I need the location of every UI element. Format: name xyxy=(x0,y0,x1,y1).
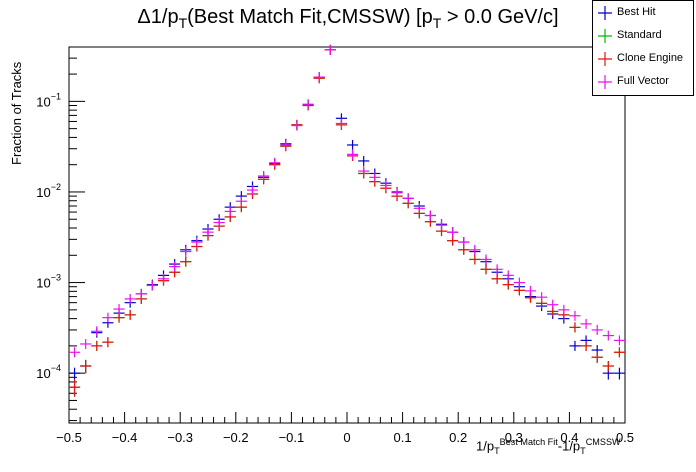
x-tick-label: 0.4 xyxy=(560,430,578,445)
legend-marker xyxy=(598,29,612,43)
x-tick-label: 0.2 xyxy=(449,430,467,445)
series-clone-engine xyxy=(69,44,625,397)
chart-title: Δ1/pT(Best Match Fit,CMSSW) [pT > 0.0 Ge… xyxy=(137,6,559,31)
series-best-hit xyxy=(69,44,625,380)
x-tick-label: 0.5 xyxy=(616,430,634,445)
x-tick-label: 0.3 xyxy=(505,430,523,445)
x-axis-label: 1/pTBest Match Fit-1/pTCMSSW xyxy=(476,437,621,456)
legend-label: Clone Engine xyxy=(617,52,684,64)
legend-label: Best Hit xyxy=(617,6,656,18)
y-tick-label: 10−4 xyxy=(36,363,61,381)
legend-marker xyxy=(598,52,612,66)
legend-item-clone-engine: Clone Engine xyxy=(593,48,693,70)
series-full-vector xyxy=(69,44,625,358)
x-tick-label: −0.2 xyxy=(223,430,249,445)
legend-label: Full Vector xyxy=(617,75,669,87)
data-marks xyxy=(69,44,625,397)
plot-frame xyxy=(68,46,626,424)
x-tick-label: 0.1 xyxy=(394,430,412,445)
y-axis-label: Fraction of Tracks xyxy=(9,61,24,165)
y-tick-label: 10−2 xyxy=(36,182,61,200)
legend-label: Standard xyxy=(617,29,662,41)
axes: −0.5 −0.4 −0.3 −0.2 −0.1 0 0.1 0.2 0.3 0.4 0.5 10−4… xyxy=(36,57,634,445)
x-tick-label: −0.5 xyxy=(56,430,82,445)
x-tick-label: −0.3 xyxy=(167,430,193,445)
legend-item-full-vector: Full Vector xyxy=(593,71,693,93)
legend-marker xyxy=(598,75,612,89)
x-tick-label: −0.1 xyxy=(279,430,305,445)
legend-item-best-hit: Best Hit xyxy=(593,2,693,24)
legend-item-standard: Standard xyxy=(593,25,693,47)
legend-marker xyxy=(598,6,612,20)
series-standard xyxy=(69,44,625,397)
x-tick-label: −0.4 xyxy=(112,430,138,445)
y-tick-label: 10−1 xyxy=(36,91,61,109)
x-tick-label: 0 xyxy=(343,430,350,445)
legend: Best Hit Standard Clone Engine Full Vect… xyxy=(592,0,694,96)
y-tick-label: 10−3 xyxy=(36,273,61,291)
